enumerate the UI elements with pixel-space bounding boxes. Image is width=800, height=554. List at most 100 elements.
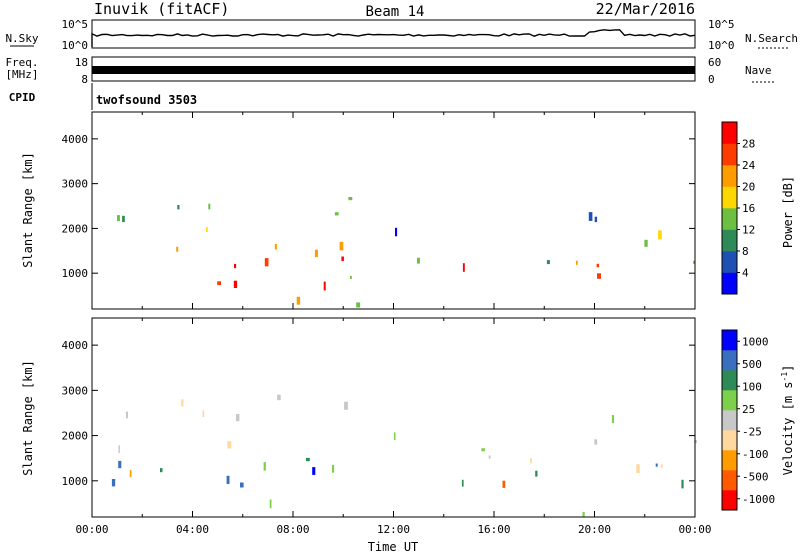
vel-heatmap-cell xyxy=(129,470,132,478)
velocity-colorbar-label-sup: -1 xyxy=(780,372,789,382)
vel-xtick-label: 04:00 xyxy=(176,523,209,536)
power-heatmap-cell xyxy=(644,239,648,247)
power-heatmap-cell xyxy=(206,227,208,232)
power-heatmap-cell xyxy=(356,302,361,308)
velocity-heatmap xyxy=(111,394,697,517)
cpid-value: twofsound 3503 xyxy=(96,93,197,107)
power-heatmap-cell xyxy=(348,197,353,201)
vel-colorbar-swatch xyxy=(722,330,737,351)
power-heatmap-cell xyxy=(323,281,326,291)
power-heatmap-cell xyxy=(117,215,120,222)
vel-ytick-label: 2000 xyxy=(62,430,89,443)
vel-heatmap-cell xyxy=(530,458,532,464)
vel-ytick-label: 1000 xyxy=(62,475,89,488)
vel-colorbar-swatch xyxy=(722,430,737,451)
power-colorbar-tick-label: 8 xyxy=(742,245,749,258)
power-colorbar-swatch xyxy=(722,272,737,295)
power-heatmap-cell xyxy=(693,260,696,264)
power-heatmap-cell xyxy=(597,273,601,279)
nave-label: Nave xyxy=(745,64,772,77)
power-colorbar-swatch xyxy=(722,122,737,144)
vel-heatmap-cell xyxy=(160,468,163,473)
vel-heatmap-cell xyxy=(332,464,335,473)
power-panel: 4000 3000 2000 1000 Slant Range [km] 28 24 20… xyxy=(21,111,795,310)
vel-heatmap-cell xyxy=(488,455,491,459)
vel-heatmap-cell xyxy=(611,415,614,424)
power-panel-frame xyxy=(91,111,696,310)
nsky-label: N.Sky xyxy=(5,32,38,45)
freq-band xyxy=(92,66,695,74)
velocity-panel-frame xyxy=(91,317,696,518)
vel-colorbar-swatch xyxy=(722,450,737,471)
vel-heatmap-cell xyxy=(226,475,230,484)
power-ytick-label: 2000 xyxy=(62,222,89,235)
velocity-xlabel: Time UT xyxy=(368,540,419,554)
power-heatmap xyxy=(117,197,696,308)
power-heatmap-cell xyxy=(234,263,237,269)
vel-colorbar-tick-label: -1000 xyxy=(742,493,775,506)
power-ytick-label: 1000 xyxy=(62,267,89,280)
vel-heatmap-cell xyxy=(240,482,244,488)
vel-heatmap-cell xyxy=(481,448,485,452)
power-heatmap-cell xyxy=(588,212,593,221)
station-title: Inuvik (fitACF) xyxy=(94,0,229,18)
power-heatmap-cell xyxy=(208,203,211,210)
freq-label-line1: Freq. xyxy=(5,56,38,69)
power-colorbar-swatch xyxy=(722,208,737,230)
power-colorbar-swatch xyxy=(722,186,737,209)
vel-heatmap-cell xyxy=(306,457,310,462)
velocity-colorbar-label: Velocity [m s-1] xyxy=(780,365,795,476)
velocity-colorbar-label-main: Velocity [m s xyxy=(781,381,795,475)
date-title: 22/Mar/2016 xyxy=(596,0,695,18)
vel-heatmap-cell xyxy=(344,401,348,410)
vel-heatmap-cell xyxy=(118,460,122,469)
power-heatmap-cell xyxy=(658,230,662,240)
vel-colorbar-tick-label: 500 xyxy=(742,358,762,371)
nsky-tick-bottom: 10^0 xyxy=(62,39,89,52)
vel-colorbar-swatch xyxy=(722,490,737,511)
vel-heatmap-cell xyxy=(125,411,128,419)
vel-heatmap-cell xyxy=(655,463,658,467)
power-colorbar-tick-label: 12 xyxy=(742,224,755,237)
vel-heatmap-cell xyxy=(269,499,272,509)
power-heatmap-cell xyxy=(233,280,238,288)
vel-heatmap-cell xyxy=(181,399,184,407)
vel-colorbar-swatch xyxy=(722,390,737,411)
power-heatmap-cell xyxy=(462,263,465,272)
vel-colorbar-tick-label: -100 xyxy=(742,448,769,461)
power-colorbar-swatch xyxy=(722,229,737,252)
vel-heatmap-cell xyxy=(393,432,396,441)
nave-tick-top: 60 xyxy=(708,56,721,69)
power-heatmap-cell xyxy=(274,244,277,250)
vel-ytick-label: 3000 xyxy=(62,384,89,397)
vel-colorbar-tick-label: 25 xyxy=(742,403,755,416)
power-heatmap-cell xyxy=(177,205,180,210)
vel-heatmap-cell xyxy=(263,462,266,471)
freq-label-line2: [MHz] xyxy=(5,68,38,81)
vel-heatmap-cell xyxy=(277,394,281,401)
power-heatmap-cell xyxy=(575,260,578,265)
power-heatmap-cell xyxy=(296,296,301,305)
power-heatmap-cell xyxy=(334,212,339,216)
power-colorbar-label: Power [dB] xyxy=(781,176,795,248)
vel-heatmap-cell xyxy=(111,479,116,487)
power-ytick-label: 3000 xyxy=(62,178,89,191)
vel-heatmap-cell xyxy=(594,439,598,445)
power-colorbar-tick-label: 20 xyxy=(742,181,755,194)
vel-heatmap-cell xyxy=(535,470,538,477)
nsearch-label: N.Search xyxy=(745,32,798,45)
vel-ytick-label: 4000 xyxy=(62,339,89,352)
vel-colorbar-swatch xyxy=(722,410,737,431)
vel-colorbar-tick-label: -25 xyxy=(742,425,762,438)
power-colorbar-tick-label: 28 xyxy=(742,138,755,151)
power-colorbar-tick-label: 24 xyxy=(742,159,756,172)
vel-heatmap-cell xyxy=(660,464,663,468)
velocity-ylabel: Slant Range [km] xyxy=(21,360,35,476)
vel-xtick-label: 00:00 xyxy=(75,523,108,536)
vel-xtick-label: 20:00 xyxy=(578,523,611,536)
power-colorbar-tick-label: 4 xyxy=(742,267,749,280)
power-heatmap-cell xyxy=(176,246,179,252)
power-colorbar-swatch xyxy=(722,165,737,187)
velocity-panel: 4000 3000 2000 1000 00:00 04:00 08:00 12:00 16:… xyxy=(21,317,795,554)
power-colorbar-swatch xyxy=(722,143,737,166)
